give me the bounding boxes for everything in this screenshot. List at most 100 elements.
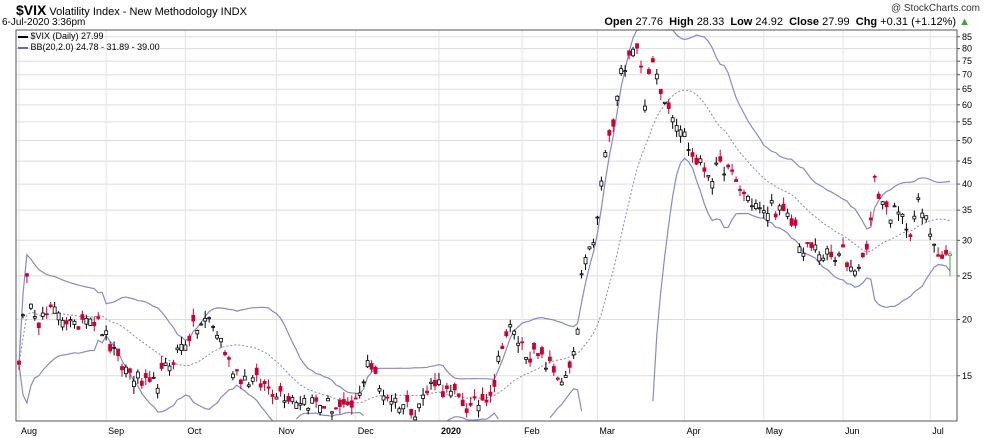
candle-body	[837, 253, 841, 256]
candle-body	[294, 402, 299, 409]
candle-body	[21, 314, 25, 317]
y-tick-label: 55	[962, 117, 972, 127]
y-tick-label: 60	[962, 100, 972, 110]
legend-bb-label: BB(20,2.0) 24.78 - 31.89 - 39.00	[30, 42, 160, 52]
candle-body	[853, 270, 857, 276]
candle-body	[698, 158, 703, 163]
candle-body	[306, 407, 311, 411]
candle-body	[381, 395, 386, 401]
y-tick-label: 35	[962, 205, 972, 215]
index-name: Volatility Index - New Methodology	[49, 6, 218, 18]
candle-body	[623, 70, 628, 73]
candle-body	[872, 175, 877, 178]
candle-body	[147, 377, 152, 382]
candle-body	[694, 157, 699, 165]
candle-body	[92, 321, 97, 327]
candle-body	[286, 396, 291, 402]
candle-body	[781, 203, 786, 212]
candle-body	[662, 101, 667, 104]
candle-body	[468, 403, 473, 406]
x-axis: Aug Sep Oct Nov Dec 2020 Feb Mar Apr May Jun Jul	[21, 426, 944, 436]
candle-body	[678, 129, 683, 137]
candle-body	[441, 391, 445, 397]
candle-body	[322, 405, 326, 409]
candle-body	[702, 167, 707, 172]
candle-body	[876, 193, 881, 199]
candle-body	[231, 373, 235, 379]
candle-body	[417, 403, 422, 409]
candle-body	[337, 399, 342, 407]
candle-body	[508, 324, 513, 328]
candle-body	[242, 375, 247, 381]
candle-body	[131, 380, 136, 387]
candle-body	[270, 394, 275, 397]
chart-gridlines	[16, 30, 957, 421]
bollinger-bands	[18, 29, 951, 422]
candle-body	[868, 217, 873, 221]
candle-body	[864, 243, 869, 250]
candle-body	[563, 375, 568, 378]
candle-body	[151, 376, 156, 379]
candle-body	[544, 367, 548, 370]
candle-body	[444, 385, 449, 389]
candle-body	[211, 326, 216, 328]
x-tick-label: Aug	[21, 426, 37, 436]
candle-body	[314, 397, 319, 402]
candle-body	[167, 365, 172, 372]
candle-body	[801, 252, 806, 257]
candle-body	[547, 356, 552, 362]
candle-body	[690, 152, 695, 157]
candle-body	[928, 233, 933, 237]
candle-body	[219, 338, 223, 343]
candle-body	[345, 401, 350, 406]
candle-body	[615, 95, 620, 101]
candle-body	[650, 58, 655, 63]
y-tick-label: 85	[962, 32, 972, 42]
candle-body	[670, 117, 675, 123]
candle-body	[88, 318, 93, 326]
candle-body	[68, 319, 73, 322]
candle-body	[480, 394, 485, 401]
candle-body	[916, 197, 921, 200]
candle-body	[60, 319, 65, 328]
legend-bb-swatch	[18, 46, 28, 49]
candle-body	[175, 347, 180, 351]
candle-body	[674, 125, 679, 132]
candle-body	[393, 397, 398, 403]
candle-body	[116, 348, 120, 357]
candle-body	[282, 400, 287, 403]
candle-body	[484, 399, 489, 403]
x-tick-label: Feb	[524, 426, 540, 436]
candle-body	[290, 397, 295, 402]
candle-body	[734, 179, 738, 182]
candle-body	[139, 380, 144, 386]
candle-body	[373, 366, 378, 374]
close-label: Close	[789, 16, 820, 28]
candle-body	[108, 344, 113, 352]
candle-body	[805, 242, 810, 245]
candle-body	[104, 330, 109, 335]
candle-body	[551, 366, 556, 373]
candle-body	[361, 381, 366, 384]
candle-body	[223, 351, 227, 356]
candle-body	[120, 366, 124, 371]
candle-body	[761, 210, 766, 214]
y-tick-label: 40	[962, 179, 972, 189]
candle-body	[726, 164, 731, 168]
candle-body	[334, 407, 338, 410]
candle-body	[825, 248, 830, 255]
low-value: 24.92	[755, 16, 783, 28]
candle-body	[932, 243, 937, 246]
candle-body	[540, 347, 544, 355]
candle-body	[797, 246, 802, 254]
candle-body	[40, 312, 45, 317]
y-tick-label: 45	[962, 156, 972, 166]
chg-label: Chg	[855, 16, 878, 28]
candle-body	[765, 213, 770, 221]
candle-body	[516, 342, 521, 346]
candle-body	[112, 346, 116, 349]
candle-body	[936, 254, 941, 257]
candle-body	[96, 316, 101, 319]
candle-body	[892, 205, 897, 208]
x-tick-label: 2020	[441, 426, 461, 436]
